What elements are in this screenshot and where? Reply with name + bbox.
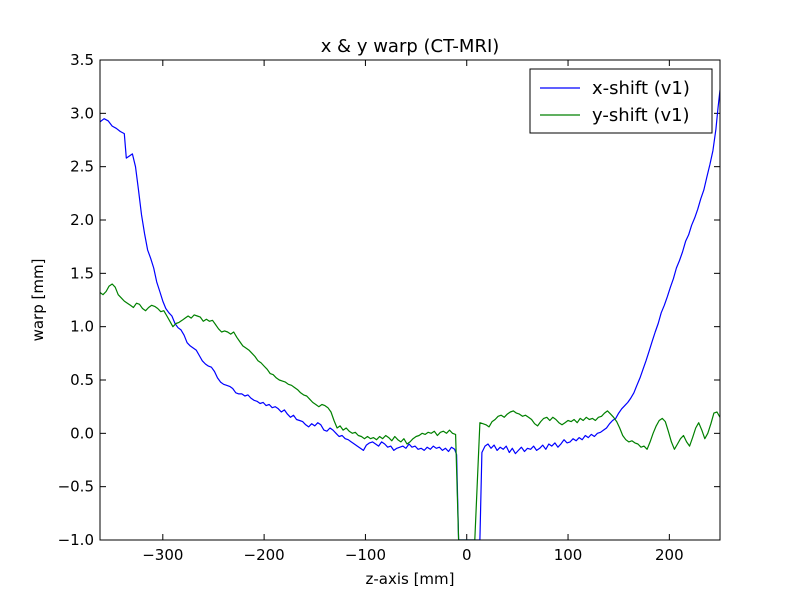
x-axis-label: z-axis [mm] — [365, 570, 454, 588]
x-tick-label: 0 — [462, 546, 472, 564]
y-tick-label: 1.5 — [70, 264, 94, 282]
series-line-x-shift — [100, 89, 720, 540]
y-tick-label: −1.0 — [58, 531, 94, 549]
legend-label: y-shift (v1) — [592, 105, 690, 126]
y-tick-label: 2.5 — [70, 158, 94, 176]
y-axis-label: warp [mm] — [29, 259, 47, 342]
y-tick-label: −0.5 — [58, 478, 94, 496]
chart-title: x & y warp (CT-MRI) — [321, 36, 500, 57]
y-tick-label: 3.5 — [70, 51, 94, 69]
legend-label: x-shift (v1) — [592, 78, 690, 99]
x-tick-label: −300 — [142, 546, 183, 564]
series-line-y-shift — [100, 283, 720, 540]
y-tick-label: 3.0 — [70, 104, 94, 122]
x-tick-label: 100 — [554, 546, 583, 564]
y-tick-label: 0.0 — [70, 424, 94, 442]
ticks: −300 −200 −100 0 100 200 −1.0 −0.5 0.0 0.5 1.0 1.5 2… — [58, 51, 720, 564]
legend: x-shift (v1) y-shift (v1) — [529, 68, 713, 134]
legend-box — [529, 68, 713, 134]
series-layer — [100, 89, 720, 540]
y-tick-label: 0.5 — [70, 371, 94, 389]
y-tick-label: 1.0 — [70, 318, 94, 336]
x-tick-label: 200 — [655, 546, 684, 564]
y-tick-label: 2.0 — [70, 211, 94, 229]
x-tick-label: −200 — [244, 546, 285, 564]
plot-area — [100, 60, 720, 540]
plot-frame — [99, 59, 721, 541]
x-tick-label: −100 — [345, 546, 386, 564]
